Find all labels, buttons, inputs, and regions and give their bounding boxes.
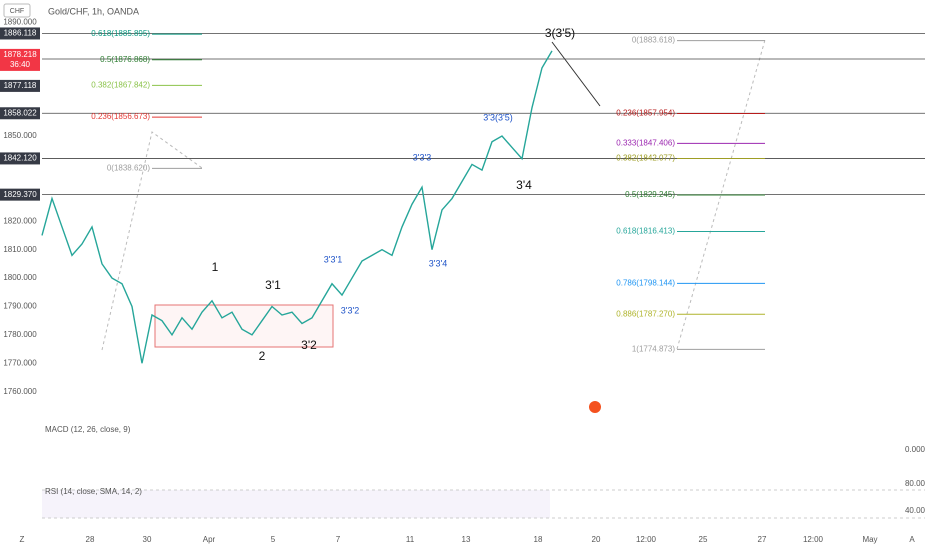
x-tick-label: May [862,535,877,544]
symbol-title: Gold/CHF, 1h, OANDA [48,6,139,16]
fib-label: 0.333(1847.406) [616,139,675,148]
countdown: 36:40 [10,60,31,69]
y-tick-label: 1810.000 [3,245,37,254]
rsi-low: 40.00 [905,506,926,515]
wave-label: 3'3'2 [341,305,359,315]
wave-label: 3'3'4 [429,258,447,268]
fib-label: 0.236(1856.673) [91,112,150,121]
fib-label: 0.618(1816.413) [616,227,675,236]
x-tick-label: Apr [203,535,216,544]
y-tick-label: 1800.000 [3,273,37,282]
y-tick-label: 1890.000 [3,18,37,27]
y-tick-label: 1780.000 [3,330,37,339]
x-tick-label: 18 [534,535,543,544]
x-tick-label: 12:00 [803,535,824,544]
rsi-band [42,490,550,518]
corner-button[interactable]: A [909,535,915,544]
wave-label: 3'1 [265,278,281,292]
fib-label: 0.786(1798.144) [616,278,675,287]
price-tag-label: 1886.118 [4,29,37,38]
fib-label: 0.886(1787.270) [616,309,675,318]
last-price: 1878.218 [3,50,37,59]
price-tag [0,107,40,120]
corner-button[interactable]: Z [20,535,25,544]
macd-label: MACD (12, 26, close, 9) [45,425,131,434]
fib-label: 0.5(1876.868) [100,55,150,64]
fib-label: 0.382(1867.842) [91,80,150,89]
wave-label: 3'3'3 [413,152,431,162]
price-tag [0,152,40,165]
y-tick-label: 1760.000 [3,387,37,396]
y-tick-label: 1850.000 [3,131,37,140]
y-tick-label: 1790.000 [3,302,37,311]
fib-label: 0.236(1857.954) [616,109,675,118]
x-tick-label: 12:00 [636,535,657,544]
x-tick-label: 5 [271,535,276,544]
x-tick-label: 20 [592,535,601,544]
price-tag [0,27,40,40]
wave-label: 2 [259,349,266,363]
alert-icon[interactable] [589,401,601,413]
macd-zero: 0.000 [905,445,926,454]
price-tag-label: 1842.120 [3,154,37,163]
wave-label: 3(3'5) [545,26,575,40]
price-tag-label: 1829.370 [3,190,37,199]
fib-label: 0(1838.620) [107,163,150,172]
price-tag [0,188,40,201]
x-tick-label: 27 [758,535,767,544]
currency: CHF [10,8,24,15]
rsi-high: 80.00 [905,479,926,488]
x-tick-label: 25 [699,535,708,544]
wave-label: 3'4 [516,178,532,192]
price-line-series [41,50,553,364]
wave-label: 3'3(3'5) [483,112,512,122]
fib-label: 0(1883.618) [632,36,675,45]
price-tag-label: 1877.118 [4,81,37,90]
y-tick-label: 1820.000 [3,216,37,225]
x-tick-label: 7 [336,535,341,544]
price-tag [0,79,40,92]
price-tag-label: 1858.022 [3,108,37,117]
fib-label: 0.382(1842.077) [616,154,675,163]
x-tick-label: 28 [86,535,95,544]
fib-label: 0.5(1829.245) [625,190,675,199]
last-price-tag [0,48,40,71]
x-tick-label: 13 [462,535,471,544]
trend-line [101,131,203,351]
fib-label: 0.618(1885.895) [91,29,150,38]
x-tick-label: 30 [143,535,152,544]
wave-label: 3'3'1 [324,254,342,264]
y-tick-label: 1770.000 [3,358,37,367]
wave-label: 3'2 [301,338,317,352]
range-box [154,304,334,348]
currency-box [3,3,31,18]
x-tick-label: 11 [406,535,415,544]
projection-line [551,41,601,107]
rsi-label: RSI (14, close, SMA, 14, 2) [45,487,142,496]
fib-label: 1(1774.873) [632,345,675,354]
wave-label: 1 [212,260,219,274]
